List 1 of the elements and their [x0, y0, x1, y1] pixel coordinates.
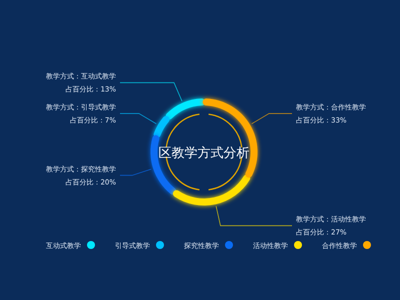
text: 区教学方式分析 — [158, 145, 250, 161]
